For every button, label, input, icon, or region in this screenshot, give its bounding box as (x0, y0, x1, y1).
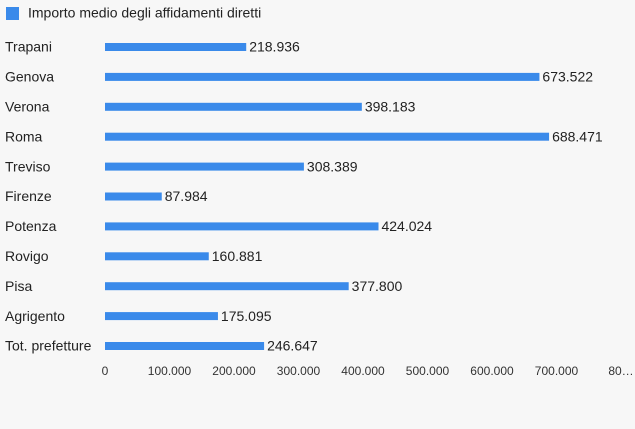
value-label: 175.095 (221, 308, 272, 324)
value-label: 246.647 (267, 338, 318, 354)
bar (105, 43, 247, 51)
category-label: Roma (5, 128, 43, 144)
x-tick-label: 600.000 (470, 364, 514, 378)
x-tick-label: 100.000 (148, 364, 192, 378)
legend-label: Importo medio degli affidamenti diretti (28, 5, 261, 21)
value-label: 377.800 (352, 278, 403, 294)
category-label: Rovigo (5, 248, 49, 264)
bar (105, 312, 218, 321)
bar (105, 162, 304, 171)
x-tick-label: 400.000 (341, 364, 385, 378)
bar (105, 222, 379, 231)
bar (105, 102, 362, 111)
category-label: Verona (5, 99, 50, 115)
bar (105, 132, 550, 141)
bar (105, 252, 209, 261)
category-label: Tot. prefetture (5, 338, 92, 354)
value-label: 218.936 (249, 39, 300, 55)
category-label: Treviso (5, 158, 51, 174)
legend-swatch (6, 7, 19, 20)
category-label: Genova (5, 69, 54, 85)
category-label: Trapani (5, 39, 52, 55)
value-label: 398.183 (365, 99, 416, 115)
bar (105, 342, 265, 350)
x-tick-label: 700.000 (535, 364, 579, 378)
x-tick-label: 300.000 (277, 364, 321, 378)
category-label: Potenza (5, 218, 57, 234)
bar (105, 72, 540, 81)
value-label: 308.389 (307, 158, 358, 174)
bar (105, 282, 349, 291)
value-label: 424.024 (381, 218, 432, 234)
category-label: Agrigento (5, 308, 65, 324)
x-tick-label: 200.000 (212, 364, 256, 378)
category-label: Firenze (5, 188, 52, 204)
value-label: 688.471 (552, 128, 603, 144)
value-label: 673.522 (542, 69, 593, 85)
value-label: 87.984 (165, 188, 208, 204)
x-tick-label: 80… (608, 364, 633, 378)
value-label: 160.881 (212, 248, 263, 264)
bar (105, 192, 162, 201)
category-label: Pisa (5, 278, 32, 294)
x-tick-label: 0 (102, 364, 109, 378)
x-tick-label: 500.000 (406, 364, 450, 378)
